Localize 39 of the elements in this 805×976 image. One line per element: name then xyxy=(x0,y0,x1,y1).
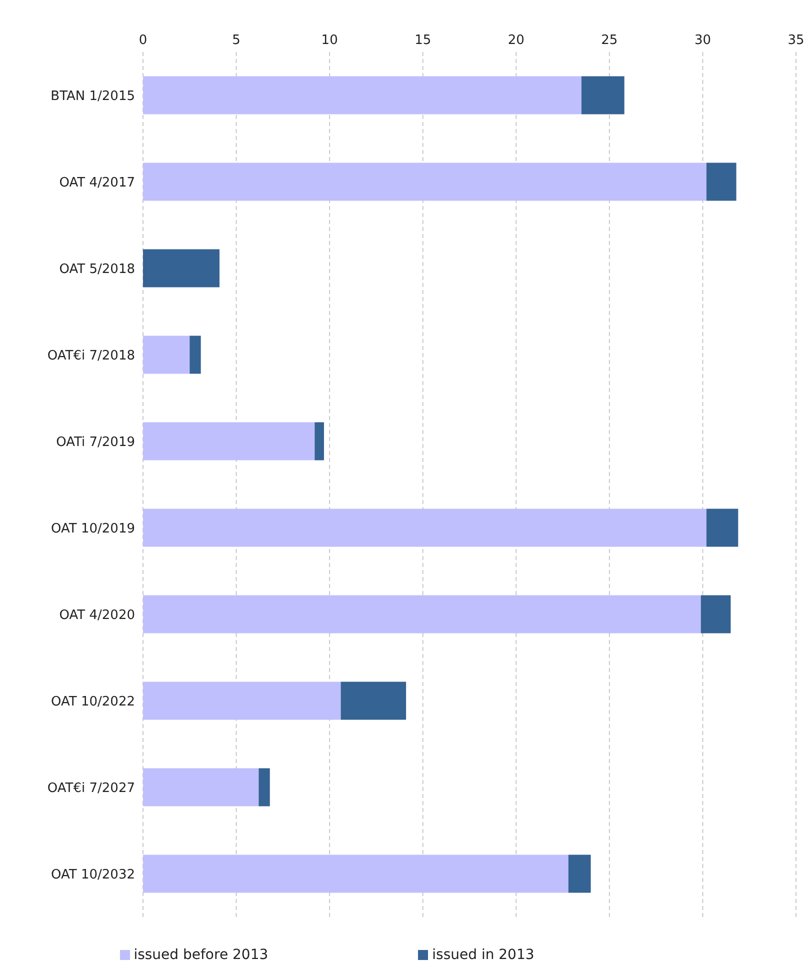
y-tick-label: OATi 7/2019 xyxy=(56,434,135,450)
y-tick-label: OAT€i 7/2027 xyxy=(47,780,135,796)
bar xyxy=(700,595,731,634)
bar xyxy=(314,422,324,460)
bar xyxy=(143,162,706,201)
bar xyxy=(143,249,220,288)
y-tick-label: OAT 10/2022 xyxy=(51,694,135,710)
legend-label: issued in 2013 xyxy=(432,947,534,963)
bar xyxy=(143,336,190,374)
bar xyxy=(340,682,406,720)
y-tick-label: OAT 10/2019 xyxy=(51,521,135,536)
y-tick-label: OAT 4/2017 xyxy=(59,175,135,190)
x-tick-label: 35 xyxy=(788,33,804,48)
bar xyxy=(706,508,738,547)
y-tick-label: OAT 10/2032 xyxy=(51,867,135,882)
y-tick-label: OAT€i 7/2018 xyxy=(47,348,135,364)
bar xyxy=(258,768,270,806)
y-tick-label: OAT 5/2018 xyxy=(59,262,135,277)
x-tick-label: 25 xyxy=(601,33,618,48)
bar xyxy=(190,336,201,374)
bar xyxy=(706,162,736,201)
bar xyxy=(581,76,624,114)
legend-label: issued before 2013 xyxy=(134,947,268,963)
y-tick-label: OAT 4/2020 xyxy=(59,608,135,623)
bar xyxy=(143,422,315,460)
bar xyxy=(143,854,568,893)
x-tick-label: 10 xyxy=(321,33,338,48)
bar xyxy=(143,76,582,114)
bar xyxy=(143,682,341,720)
x-tick-label: 5 xyxy=(232,33,240,48)
x-tick-label: 20 xyxy=(508,33,524,48)
y-tick-label: BTAN 1/2015 xyxy=(50,88,135,104)
bar xyxy=(143,595,701,634)
bar xyxy=(143,768,259,806)
x-tick-label: 15 xyxy=(414,33,432,48)
bar xyxy=(568,854,591,893)
x-tick-label: 0 xyxy=(138,33,148,48)
bar xyxy=(143,508,706,547)
x-tick-label: 30 xyxy=(694,33,711,48)
